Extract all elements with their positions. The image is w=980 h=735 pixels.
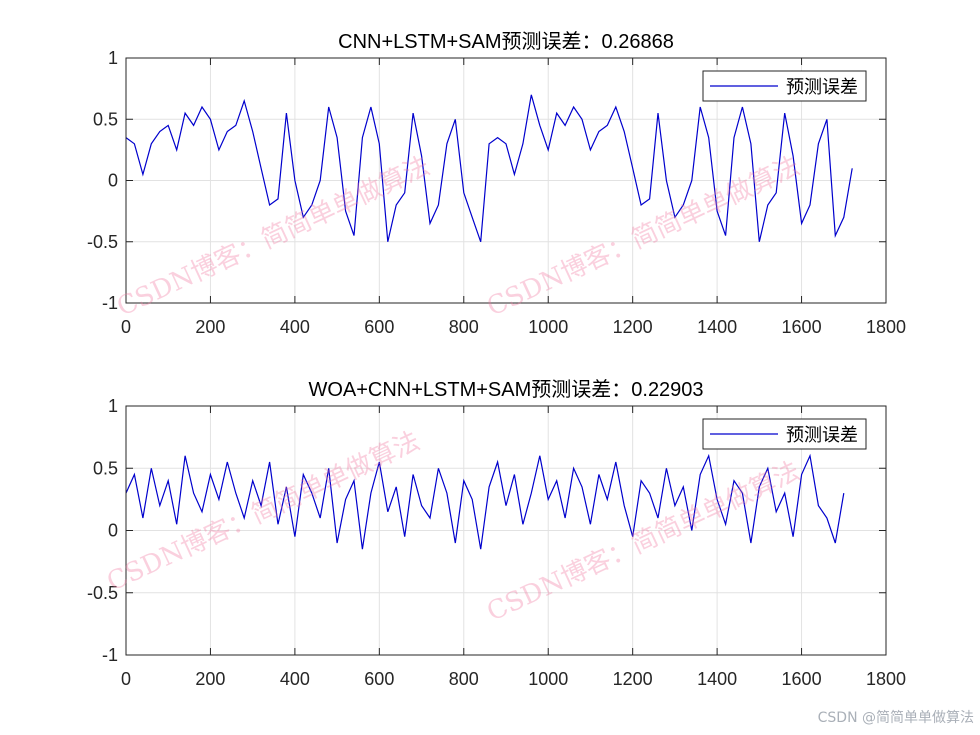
y-tick-label: -0.5 [87, 583, 118, 603]
x-tick-label: 200 [195, 669, 225, 689]
axes-box [125, 57, 887, 304]
x-tick-label: 0 [121, 317, 131, 337]
x-tick-label: 1400 [697, 317, 737, 337]
x-tick-label: 0 [121, 669, 131, 689]
subplot-1: 0 200 400 600 800 1000 1200 1400 1600 1800 -1 -0.5 0… [87, 30, 906, 337]
subplot-2: 0 200 400 600 800 1000 1200 1400 1600 1800 -1 -0.5 0… [87, 378, 906, 689]
x-tick-label: 600 [364, 669, 394, 689]
axes-box [125, 405, 887, 656]
y-tick-label: -1 [102, 293, 118, 313]
chart-title: WOA+CNN+LSTM+SAM预测误差：0.22903 [308, 378, 703, 401]
y-tick-label: -0.5 [87, 232, 118, 252]
x-tick-label: 400 [280, 317, 310, 337]
x-tick-label: 1600 [782, 669, 822, 689]
x-tick-label: 600 [364, 317, 394, 337]
x-tick-label: 1000 [528, 669, 568, 689]
legend-label: 预测误差 [786, 425, 858, 445]
x-tick-label: 800 [449, 317, 479, 337]
x-tick-label: 1000 [528, 317, 568, 337]
y-tick-label: 0.5 [93, 458, 118, 478]
x-tick-label: 1800 [866, 669, 906, 689]
y-tick-label: 0 [108, 171, 118, 191]
legend: 预测误差 [702, 70, 867, 102]
x-tick-label: 1600 [782, 317, 822, 337]
credit-text: CSDN @简简单单做算法 [817, 710, 974, 726]
x-tick-label: 800 [449, 669, 479, 689]
legend-label: 预测误差 [786, 77, 858, 97]
y-tick-label: 0 [108, 521, 118, 541]
y-tick-label: -1 [102, 645, 118, 665]
series-line [125, 94, 853, 242]
x-tick-label: 1400 [697, 669, 737, 689]
legend: 预测误差 [702, 418, 867, 450]
chart-title: CNN+LSTM+SAM预测误差：0.26868 [338, 30, 674, 53]
x-tick-label: 1200 [613, 669, 653, 689]
x-tick-label: 1200 [613, 317, 653, 337]
y-tick-label: 1 [108, 48, 118, 68]
x-tick-label: 1800 [866, 317, 906, 337]
y-tick-label: 1 [108, 396, 118, 416]
x-tick-label: 200 [195, 317, 225, 337]
x-tick-label: 400 [280, 669, 310, 689]
series-line [125, 453, 845, 550]
y-tick-label: 0.5 [93, 109, 118, 129]
